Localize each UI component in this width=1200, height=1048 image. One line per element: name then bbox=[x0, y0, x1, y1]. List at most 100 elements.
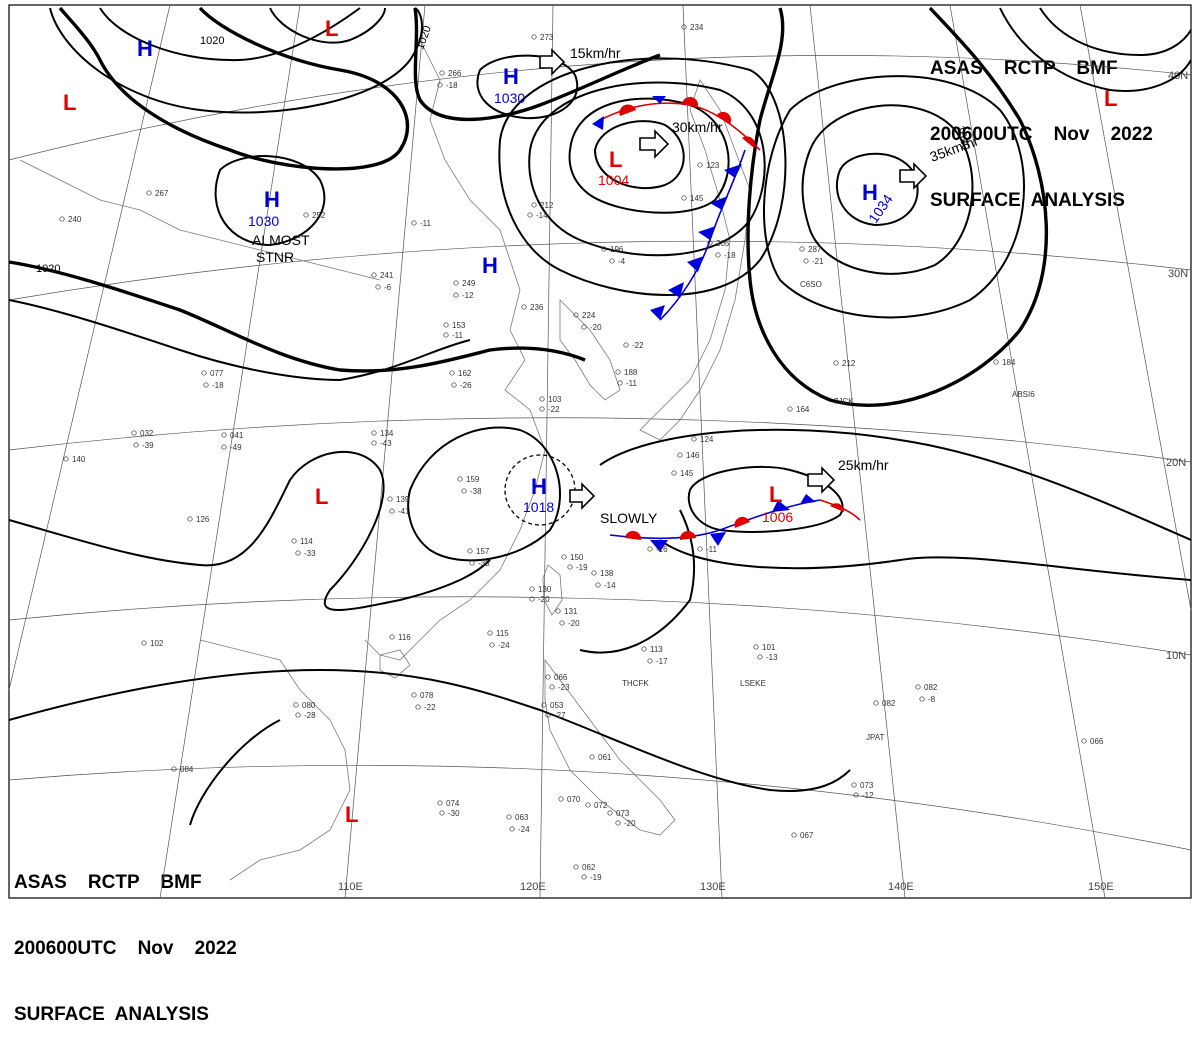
warm-front-bulge bbox=[619, 104, 636, 116]
station-marker bbox=[449, 370, 455, 376]
station-value: -24 bbox=[498, 641, 510, 650]
station-marker bbox=[146, 190, 152, 196]
station-code: LSEKE bbox=[740, 679, 766, 688]
station-value: 126 bbox=[196, 515, 210, 524]
station-value: 072 bbox=[594, 801, 608, 810]
isobar bbox=[476, 54, 578, 120]
station-marker bbox=[697, 546, 703, 552]
lat-labels: 40N 30N 20N 10N bbox=[1166, 70, 1188, 662]
station-marker bbox=[293, 702, 299, 708]
station-value: 082 bbox=[882, 699, 896, 708]
taiwan-coast bbox=[542, 564, 563, 616]
cold-front-barb bbox=[724, 164, 742, 178]
isobar bbox=[999, 7, 1192, 92]
station-value: 124 bbox=[700, 435, 714, 444]
lat-label: 20N bbox=[1166, 457, 1186, 469]
station-marker bbox=[529, 596, 535, 602]
station-code: THCFK bbox=[622, 679, 649, 688]
station-value: -35 bbox=[478, 559, 490, 568]
station-marker bbox=[201, 370, 207, 376]
station-marker bbox=[617, 380, 623, 386]
cold-front-barb bbox=[698, 226, 716, 240]
station-marker bbox=[411, 220, 417, 226]
warm-front-bulge bbox=[679, 530, 696, 540]
station-marker bbox=[753, 644, 759, 650]
indochina-coast bbox=[199, 639, 351, 881]
station-marker bbox=[539, 396, 545, 402]
warm-front-bulge bbox=[625, 530, 642, 540]
station-value: 273 bbox=[540, 33, 554, 42]
station-value: 138 bbox=[600, 569, 614, 578]
station-value: 066 bbox=[1090, 737, 1104, 746]
isobar-label: 1020 bbox=[200, 35, 224, 47]
station-marker bbox=[303, 212, 309, 218]
station-value: -17 bbox=[656, 657, 668, 666]
station-marker bbox=[545, 712, 551, 718]
station-marker bbox=[389, 508, 395, 514]
station-marker bbox=[141, 640, 147, 646]
station-value: -14 bbox=[536, 211, 548, 220]
station-value: 066 bbox=[554, 673, 568, 682]
pressure-value: 1006 bbox=[762, 509, 793, 525]
high-pressure-symbol: H bbox=[503, 64, 519, 89]
station-marker bbox=[715, 252, 721, 258]
station-marker bbox=[443, 332, 449, 338]
station-marker bbox=[387, 496, 393, 502]
station-value: 101 bbox=[762, 643, 776, 652]
station-marker bbox=[791, 832, 797, 838]
station-value: 252 bbox=[312, 211, 326, 220]
station-value: 114 bbox=[300, 537, 313, 546]
motion-arrow bbox=[639, 129, 670, 159]
warm-front-bulge bbox=[830, 503, 845, 512]
station-value: 266 bbox=[448, 69, 462, 78]
station-value: 130 bbox=[538, 585, 552, 594]
station-value: -49 bbox=[230, 443, 242, 452]
motion-label: SLOWLY bbox=[600, 510, 658, 526]
station-value: 131 bbox=[564, 607, 578, 616]
station-value: -38 bbox=[470, 487, 482, 496]
station-marker bbox=[371, 430, 377, 436]
station-marker bbox=[595, 582, 601, 588]
station-marker bbox=[853, 792, 859, 798]
station-marker bbox=[549, 684, 555, 690]
high-pressure-symbol: H bbox=[137, 36, 153, 61]
station-marker bbox=[439, 810, 445, 816]
station-value: -20 bbox=[624, 819, 636, 828]
station-marker bbox=[697, 162, 703, 168]
station-marker bbox=[291, 538, 297, 544]
station-marker bbox=[799, 246, 805, 252]
station-marker bbox=[915, 684, 921, 690]
china-coast bbox=[364, 39, 546, 661]
station-marker bbox=[506, 814, 512, 820]
isobar-1020 bbox=[8, 260, 586, 373]
station-marker bbox=[607, 810, 613, 816]
motion-label: 25km/hr bbox=[838, 457, 889, 473]
station-marker bbox=[677, 452, 683, 458]
station-marker bbox=[133, 442, 139, 448]
station-value: 212 bbox=[842, 359, 856, 368]
surface-analysis-map: 110E 120E 130E 140E 150E 40N 30N 20N 10N bbox=[8, 4, 1192, 899]
station-value: 164 bbox=[796, 405, 810, 414]
cold-front-barb bbox=[687, 256, 704, 272]
station-marker bbox=[681, 24, 687, 30]
station-code: 7JCK bbox=[834, 397, 854, 406]
station-marker bbox=[851, 782, 857, 788]
isobar bbox=[1039, 7, 1192, 57]
isobar bbox=[659, 539, 1192, 581]
station-marker bbox=[623, 342, 629, 348]
station-value: 116 bbox=[398, 633, 411, 642]
isobar bbox=[835, 152, 919, 227]
station-marker bbox=[371, 440, 377, 446]
station-value: 287 bbox=[808, 245, 822, 254]
station-marker bbox=[203, 382, 209, 388]
station-value: -19 bbox=[590, 873, 602, 882]
station-value: 159 bbox=[466, 475, 480, 484]
station-value: 212 bbox=[540, 201, 554, 210]
footer-line-2: 200600UTC Nov 2022 bbox=[14, 938, 237, 959]
station-marker bbox=[461, 488, 467, 494]
station-marker bbox=[589, 754, 595, 760]
station-value: 145 bbox=[680, 469, 694, 478]
isobar bbox=[528, 81, 766, 257]
isobar bbox=[568, 97, 730, 214]
station-codes: THCFK LSEKE 7JCK ABSI6 C6SO JPAT bbox=[622, 280, 1035, 742]
